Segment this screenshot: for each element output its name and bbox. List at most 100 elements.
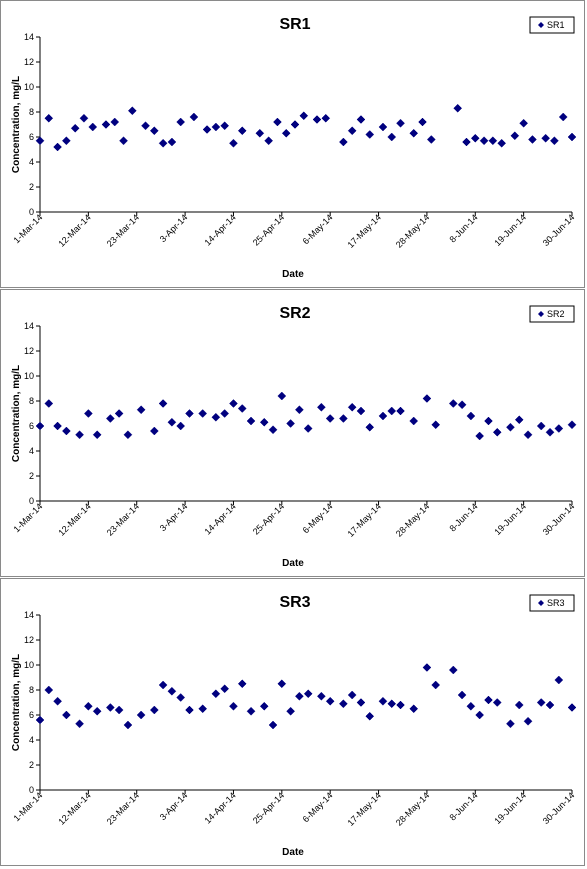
data-point — [347, 126, 357, 136]
x-tick-label: 25-Apr-14 — [251, 501, 286, 536]
legend-marker — [538, 311, 544, 317]
data-point — [229, 701, 238, 711]
x-tick-label: 25-Apr-14 — [251, 212, 286, 247]
x-tick-label: 30-Jun-14 — [541, 790, 577, 826]
data-point — [422, 663, 432, 672]
data-point — [123, 720, 133, 730]
data-point — [356, 698, 366, 707]
data-point — [321, 113, 331, 123]
legend-label: SR3 — [547, 598, 565, 608]
data-point — [484, 416, 493, 426]
data-point — [158, 680, 168, 690]
data-point — [431, 420, 441, 430]
data-point — [44, 113, 54, 123]
legend: SR1 — [529, 16, 575, 34]
y-tick-label: 14 — [24, 321, 34, 331]
data-point — [378, 122, 388, 132]
data-point — [264, 136, 273, 146]
chart-panel-sr2: SR2 0 2 4 6 8 10 12 14 1-Mar-14 12-Mar-14 23-Mar-14… — [0, 289, 585, 577]
data-point — [523, 716, 533, 726]
x-tick-label: 12-Mar-14 — [56, 790, 92, 826]
y-tick-label: 0 — [29, 207, 34, 217]
data-point — [418, 117, 427, 127]
y-tick-label: 8 — [29, 107, 34, 117]
data-point — [470, 133, 480, 143]
data-point — [426, 135, 436, 144]
x-tick-label: 3-Apr-14 — [158, 790, 190, 822]
x-tick-label: 17-May-14 — [345, 501, 382, 538]
data-point — [62, 710, 71, 720]
data-point — [198, 409, 208, 418]
data-point — [255, 128, 265, 138]
data-point — [365, 711, 375, 721]
data-point — [409, 128, 419, 138]
x-tick-label: 8-Jun-14 — [447, 212, 479, 244]
data-point — [44, 685, 54, 695]
y-tick-label: 14 — [24, 610, 34, 620]
data-point — [536, 421, 546, 431]
y-tick-label: 10 — [24, 371, 34, 381]
data-point — [149, 426, 159, 436]
x-axis-label: Date — [282, 847, 304, 858]
data-point — [259, 701, 269, 711]
data-point — [396, 118, 405, 128]
data-point — [44, 399, 54, 408]
x-tick-label: 17-May-14 — [345, 212, 382, 249]
y-tick-label: 6 — [29, 421, 34, 431]
data-point — [35, 136, 45, 146]
data-point — [303, 424, 313, 433]
data-point — [317, 402, 326, 412]
data-point — [457, 400, 467, 410]
data-point — [273, 117, 282, 127]
y-tick-label: 4 — [29, 735, 34, 745]
data-point — [105, 703, 115, 712]
x-axis-label: Date — [282, 558, 304, 569]
data-point — [211, 689, 221, 699]
data-point — [35, 715, 45, 725]
data-point — [114, 409, 124, 418]
data-point — [220, 409, 230, 418]
data-point — [277, 391, 287, 401]
data-point — [558, 112, 568, 122]
x-tick-label: 17-May-14 — [345, 790, 382, 827]
data-point — [53, 142, 62, 152]
data-point — [387, 132, 397, 142]
data-point — [88, 122, 98, 132]
x-tick-label: 19-Jun-14 — [492, 501, 528, 537]
data-point — [431, 680, 441, 690]
data-point — [365, 422, 375, 432]
y-tick-label: 2 — [29, 760, 34, 770]
data-point — [339, 699, 348, 709]
legend-box — [529, 594, 575, 612]
y-axis-label: Concentration, mg/L — [11, 365, 22, 462]
data-point — [567, 420, 577, 430]
data-point — [123, 430, 133, 440]
data-point — [541, 133, 550, 143]
data-point — [325, 414, 335, 423]
chart-svg: SR1 0 2 4 6 8 10 12 14 1-Mar-14 12-Mar-14 23-Mar-14… — [11, 16, 577, 280]
data-point — [198, 704, 208, 714]
x-tick-label: 30-Jun-14 — [541, 212, 577, 248]
x-tick-label: 23-Mar-14 — [105, 790, 141, 826]
x-tick-label: 8-Jun-14 — [447, 501, 479, 533]
x-tick-label: 19-Jun-14 — [492, 790, 528, 826]
x-tick-label: 28-May-14 — [394, 501, 431, 538]
data-point — [229, 138, 238, 148]
data-point — [484, 695, 493, 705]
data-point — [567, 132, 577, 142]
x-tick-label: 6-May-14 — [301, 501, 335, 535]
data-point — [75, 719, 84, 729]
x-tick-label: 1-Mar-14 — [12, 501, 45, 534]
data-point — [422, 394, 432, 403]
y-tick-label: 6 — [29, 132, 34, 142]
data-point — [475, 710, 485, 720]
data-point — [158, 399, 168, 408]
data-point — [176, 421, 186, 431]
data-point — [119, 136, 128, 146]
data-point — [237, 126, 247, 136]
data-point — [396, 700, 405, 710]
data-point — [295, 691, 304, 701]
data-point — [523, 430, 533, 440]
y-tick-label: 4 — [29, 446, 34, 456]
data-point — [466, 411, 476, 421]
